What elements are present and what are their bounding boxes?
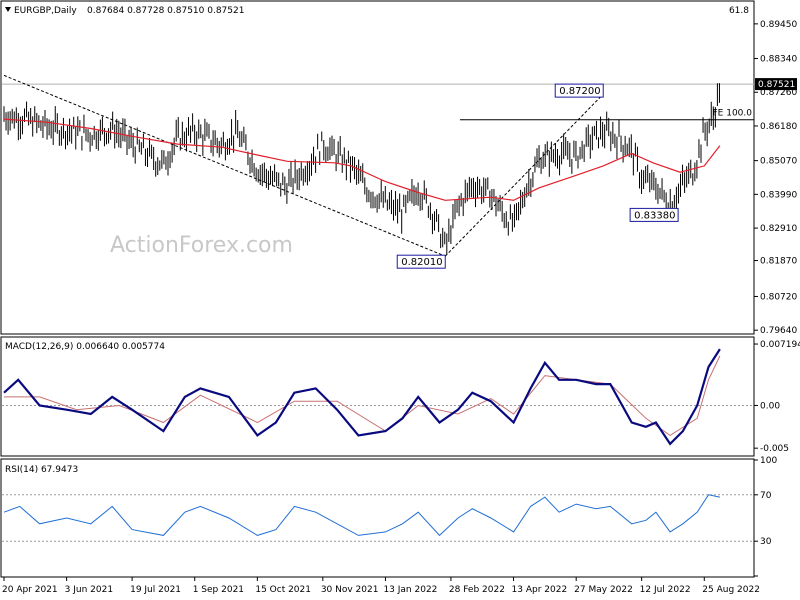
price-chart-title: EURGBP,Daily bbox=[14, 6, 77, 16]
macd-y-tick-label: 0.00 bbox=[760, 401, 780, 411]
current-price-badge bbox=[755, 78, 797, 91]
rsi-y-tick-label: 100 bbox=[760, 456, 777, 466]
price-y-axis: 0.89450 0.88340 0.87260 0.86180 0.85070 0.839… bbox=[754, 20, 797, 336]
trendlines bbox=[3, 74, 604, 257]
rsi-y-tick-label: 30 bbox=[760, 537, 772, 547]
price-y-tick-label: 0.86180 bbox=[760, 122, 797, 132]
x-tick-label: 30 Nov 2021 bbox=[321, 585, 379, 595]
fe-level-label: FE 100.0 bbox=[713, 109, 753, 119]
price-annotation-label: 0.83380 bbox=[634, 210, 675, 221]
x-tick-label: 12 Jul 2022 bbox=[640, 585, 691, 595]
x-tick-label: 27 May 2022 bbox=[574, 585, 633, 595]
price-y-tick-label: 0.79640 bbox=[760, 326, 797, 336]
current-price-label: 0.87521 bbox=[758, 80, 795, 90]
trendline bbox=[3, 74, 446, 257]
macd-y-tick-label: 0.007194 bbox=[760, 340, 800, 350]
price-annotation-box bbox=[554, 83, 604, 98]
rsi-title: RSI(14) 67.9473 bbox=[5, 465, 78, 475]
price-y-tick-label: 0.80720 bbox=[760, 292, 797, 302]
price-y-tick-label: 0.87260 bbox=[760, 88, 797, 98]
corner-label: 61.8 bbox=[729, 6, 749, 16]
rsi-series: 100 70 30 bbox=[2, 456, 777, 577]
macd-series: 0.007194 0.00 -0.005 bbox=[2, 340, 800, 454]
price-panel-frame bbox=[0, 0, 755, 335]
dropdown-arrow-icon[interactable] bbox=[5, 7, 11, 12]
price-y-tick-label: 0.83990 bbox=[760, 190, 797, 200]
rsi-y-tick-label: 70 bbox=[760, 491, 772, 501]
price-y-tick-label: 0.81870 bbox=[760, 257, 797, 267]
price-y-tick-label: 0.88340 bbox=[760, 55, 797, 65]
macd-title: MACD(12,26,9) 0.006640 0.005774 bbox=[5, 342, 165, 352]
x-tick-label: 13 Apr 2022 bbox=[512, 585, 568, 595]
price-ohlc-readout: 0.87684 0.87728 0.87510 0.87521 bbox=[87, 6, 244, 16]
price-reference-lines: FE 100.0 0.87521 bbox=[2, 78, 797, 121]
x-tick-label: 20 Apr 2021 bbox=[2, 585, 58, 595]
moving-average bbox=[3, 118, 721, 201]
price-y-tick-label: 0.82910 bbox=[760, 224, 797, 234]
price-annotations: 0.82010 0.87200 0.83380 bbox=[396, 83, 679, 269]
price-y-tick-label: 0.85070 bbox=[760, 157, 797, 167]
price-annotation-box bbox=[396, 254, 446, 269]
price-y-tick-label: 0.89450 bbox=[760, 20, 797, 30]
x-tick-label: 3 Jun 2021 bbox=[65, 585, 113, 595]
macd-line bbox=[3, 348, 721, 446]
sma-line bbox=[3, 118, 721, 201]
price-annotation-box bbox=[629, 207, 679, 222]
x-axis: 20 Apr 2021 3 Jun 2021 19 Jul 2021 1 Sep 20… bbox=[2, 577, 760, 595]
x-tick-label: 28 Feb 2022 bbox=[449, 585, 505, 595]
rsi-line bbox=[3, 494, 720, 537]
rsi-panel-frame bbox=[0, 458, 755, 578]
trendline bbox=[444, 93, 604, 257]
watermark: ActionForex.com bbox=[110, 233, 293, 258]
x-tick-label: 25 Aug 2022 bbox=[702, 585, 760, 595]
x-tick-label: 1 Sep 2021 bbox=[193, 585, 244, 595]
x-tick-label: 19 Jul 2021 bbox=[130, 585, 181, 595]
macd-panel-frame bbox=[0, 336, 755, 457]
macd-y-tick-label: -0.005 bbox=[760, 444, 789, 454]
x-tick-label: 15 Oct 2021 bbox=[255, 585, 311, 595]
price-annotation-label: 0.82010 bbox=[401, 257, 442, 268]
price-annotation-label: 0.87200 bbox=[559, 86, 600, 97]
x-tick-label: 13 Jan 2022 bbox=[383, 585, 437, 595]
